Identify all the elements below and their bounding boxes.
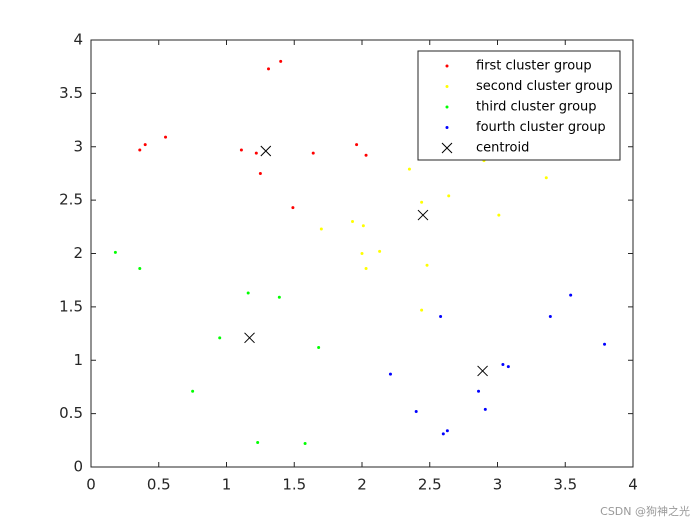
point (256, 440, 260, 444)
point (378, 249, 382, 253)
point (420, 200, 424, 204)
point (407, 167, 411, 171)
x-tick-label: 2 (357, 476, 367, 494)
x-tick-label: 2.5 (418, 476, 442, 494)
point (138, 266, 142, 270)
legend-marker (445, 105, 449, 109)
point (246, 291, 250, 295)
x-tick-label: 3.5 (553, 476, 577, 494)
point (351, 219, 355, 223)
legend-label: fourth cluster group (476, 120, 606, 135)
y-tick-label: 0 (73, 458, 83, 476)
point (420, 308, 424, 312)
legend-marker (445, 64, 449, 68)
point (483, 407, 487, 411)
x-tick-label: 0 (86, 476, 96, 494)
point (279, 59, 283, 63)
point (311, 151, 315, 155)
y-tick-label: 1.5 (59, 297, 83, 315)
point (388, 372, 392, 376)
point (425, 263, 429, 267)
point (364, 266, 368, 270)
y-tick-label: 3.5 (59, 84, 83, 102)
point (497, 213, 501, 217)
y-tick-label: 3 (73, 137, 83, 155)
point (501, 363, 505, 367)
point (355, 143, 359, 147)
x-tick-label: 1.5 (282, 476, 306, 494)
point (138, 148, 142, 152)
point (239, 148, 243, 152)
y-tick-label: 1 (73, 351, 83, 369)
legend-box (417, 50, 621, 161)
legend-marker (445, 85, 449, 88)
point (113, 250, 117, 254)
point (303, 442, 307, 446)
x-tick-label: 3 (493, 476, 503, 494)
point (414, 409, 418, 413)
x-tick-label: 4 (628, 476, 638, 494)
legend-label: second cluster group (476, 79, 613, 94)
point (319, 227, 323, 231)
legend-label: third cluster group (476, 100, 597, 115)
y-tick-label: 0.5 (59, 404, 83, 422)
point (244, 332, 255, 344)
legend-marker (445, 126, 449, 129)
y-tick-label: 4 (73, 31, 83, 49)
y-tick-label: 2.5 (59, 191, 83, 209)
point (569, 293, 573, 297)
legend-label: centroid (476, 141, 529, 156)
point (441, 432, 445, 436)
x-tick-label: 0.5 (147, 476, 171, 494)
point (506, 365, 510, 369)
point (317, 345, 321, 349)
y-tick-label: 2 (73, 244, 83, 262)
point (143, 143, 147, 147)
watermark: CSDN @狗神之光 (600, 504, 690, 518)
x-tick-label: 1 (222, 476, 232, 494)
point (360, 252, 364, 255)
point (447, 194, 451, 198)
point (361, 224, 365, 228)
point (445, 429, 449, 433)
point (291, 206, 295, 210)
point (267, 67, 271, 71)
legend-label: first cluster group (476, 59, 592, 74)
point (477, 365, 488, 377)
point (254, 151, 258, 155)
point (477, 389, 481, 393)
point (417, 209, 429, 221)
point (191, 389, 195, 393)
point (164, 135, 168, 139)
point (544, 176, 548, 180)
point (277, 295, 281, 299)
point (258, 171, 262, 175)
point (439, 314, 443, 318)
point (603, 342, 607, 346)
legend-marker (441, 142, 453, 154)
point (364, 153, 368, 157)
point (260, 145, 272, 157)
point (548, 314, 552, 318)
point (218, 336, 222, 340)
